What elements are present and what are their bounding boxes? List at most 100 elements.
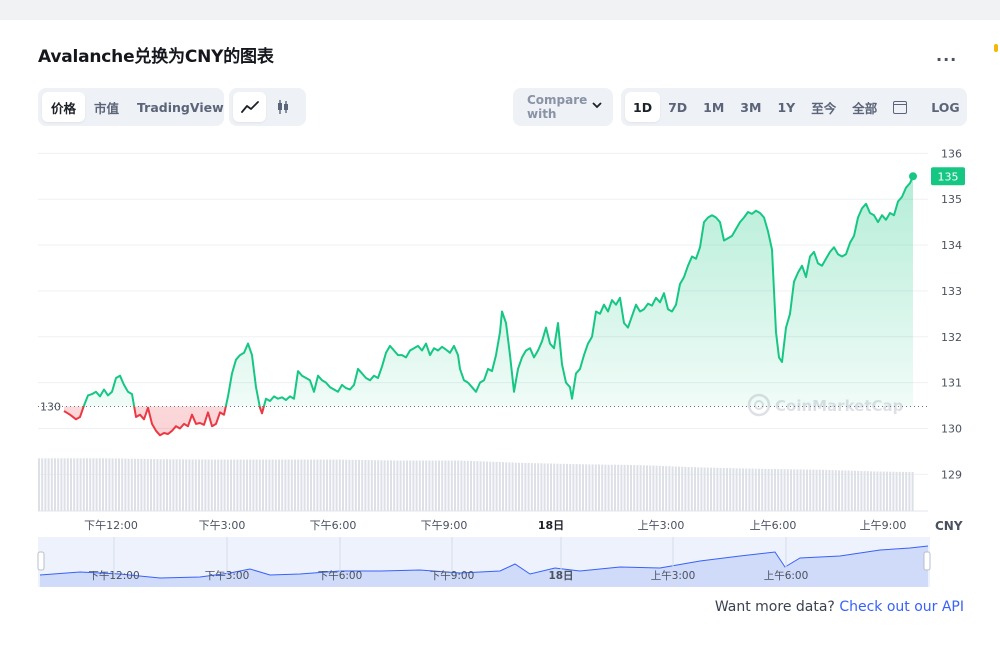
range-all[interactable]: 全部 (852, 100, 878, 116)
api-link[interactable]: Check out our API (839, 599, 964, 615)
tab-market-cap[interactable]: 市值 (94, 100, 120, 116)
volume-bar (607, 464, 610, 511)
tab-tradingview[interactable]: TradingView (137, 99, 224, 115)
range-1y[interactable]: 1Y (777, 99, 796, 115)
volume-bar (162, 459, 165, 511)
navigator-handle-left[interactable] (37, 551, 45, 571)
volume-bar (316, 459, 319, 511)
volume-bar (498, 462, 501, 511)
volume-bar (204, 459, 207, 511)
volume-bar (882, 471, 885, 511)
volume-bar (364, 460, 367, 511)
volume-bar (191, 459, 194, 511)
volume-bar (172, 459, 175, 511)
volume-bar (230, 459, 232, 511)
volume-bar (434, 460, 437, 511)
volume-bar (793, 469, 796, 511)
volume-bar (674, 466, 677, 511)
volume-bar (146, 459, 149, 511)
volume-bar (710, 467, 712, 511)
volume-bar (777, 469, 780, 511)
volume-bar (870, 471, 872, 511)
volume-bar (860, 471, 863, 511)
volume-bar (153, 459, 156, 511)
navigator-line (39, 545, 929, 579)
volume-bar (252, 459, 255, 511)
volume-bar (502, 462, 504, 511)
volume-bar (726, 468, 728, 511)
volume-bar (540, 463, 543, 511)
volume-bar (572, 464, 575, 511)
calendar-icon[interactable] (885, 92, 915, 122)
y-axis: 129 130 131 132 133 134 135 136 (941, 147, 962, 481)
chevron-down-icon (591, 99, 603, 114)
volume-bar (367, 460, 370, 511)
volume-bar (537, 463, 540, 511)
log-toggle[interactable]: LOG (931, 99, 960, 115)
volume-bar (335, 459, 338, 511)
range-navigator[interactable]: 下午12:00 下午3:00 下午6:00 下午9:00 18日 上午3:00 上午6:00 (37, 537, 931, 587)
volume-bar (671, 466, 674, 511)
volume-bar (822, 469, 824, 511)
volume-bar (857, 470, 860, 511)
volume-bar (828, 470, 831, 511)
volume-bar (294, 459, 296, 511)
series-line-up (82, 175, 914, 407)
more-options-icon[interactable]: ... (936, 46, 958, 65)
volume-bar (370, 460, 373, 511)
range-3m[interactable]: 3M (740, 99, 762, 115)
volume-bar (559, 463, 562, 511)
range-7d[interactable]: 7D (668, 99, 688, 115)
volume-bar (482, 461, 485, 511)
current-price-dot (909, 172, 917, 181)
compare-select[interactable]: Compare with (513, 88, 613, 126)
volume-bar (290, 459, 293, 511)
volume-bar (262, 459, 264, 511)
navigator-handle-right[interactable] (923, 551, 931, 571)
volume-bar (649, 465, 652, 511)
volume-bar (556, 463, 559, 511)
range-1m[interactable]: 1M (703, 99, 725, 115)
volume-bar (194, 459, 197, 511)
volume-bar (79, 458, 82, 511)
volume-bar (604, 464, 607, 511)
volume-bar (242, 459, 245, 511)
series-line-down (63, 406, 265, 437)
volume-bar (428, 460, 431, 511)
volume-bar (265, 459, 268, 511)
candlestick-icon[interactable] (266, 92, 299, 122)
volume-bar (553, 463, 556, 511)
volume-bar (825, 469, 828, 511)
line-chart-icon[interactable] (233, 92, 266, 122)
volume-bar (306, 459, 309, 511)
volume-bar (850, 470, 853, 511)
volume-bar (210, 459, 213, 511)
volume-bar (57, 458, 60, 511)
volume-bar (313, 459, 316, 511)
volume-bar (127, 458, 130, 511)
volume-bar (754, 468, 757, 511)
current-price-label: 135 (938, 170, 959, 183)
x-tick-label: 18日 (538, 519, 564, 532)
volume-bar (217, 459, 220, 511)
volume-bar (585, 464, 588, 511)
volume-bar (790, 469, 792, 511)
volume-bar (63, 458, 66, 511)
volume-bar (124, 458, 127, 511)
range-1d[interactable]: 1D (625, 92, 661, 122)
volume-bar (761, 468, 764, 511)
volume-bar (185, 459, 188, 511)
range-ytd[interactable]: 至今 (811, 100, 837, 116)
volume-bar (796, 469, 799, 511)
volume-bar (166, 459, 168, 511)
volume-bar (438, 460, 440, 511)
volume-bar (591, 464, 594, 511)
volume-bar (844, 470, 847, 511)
tab-price[interactable]: 价格 (42, 92, 86, 122)
volume-bar (854, 470, 856, 511)
volume-bar (268, 459, 271, 511)
volume-bar (748, 468, 751, 511)
y-tick-label: 136 (941, 147, 962, 160)
x-tick-label: 上午6:00 (750, 519, 797, 532)
volume-bar (751, 468, 754, 511)
